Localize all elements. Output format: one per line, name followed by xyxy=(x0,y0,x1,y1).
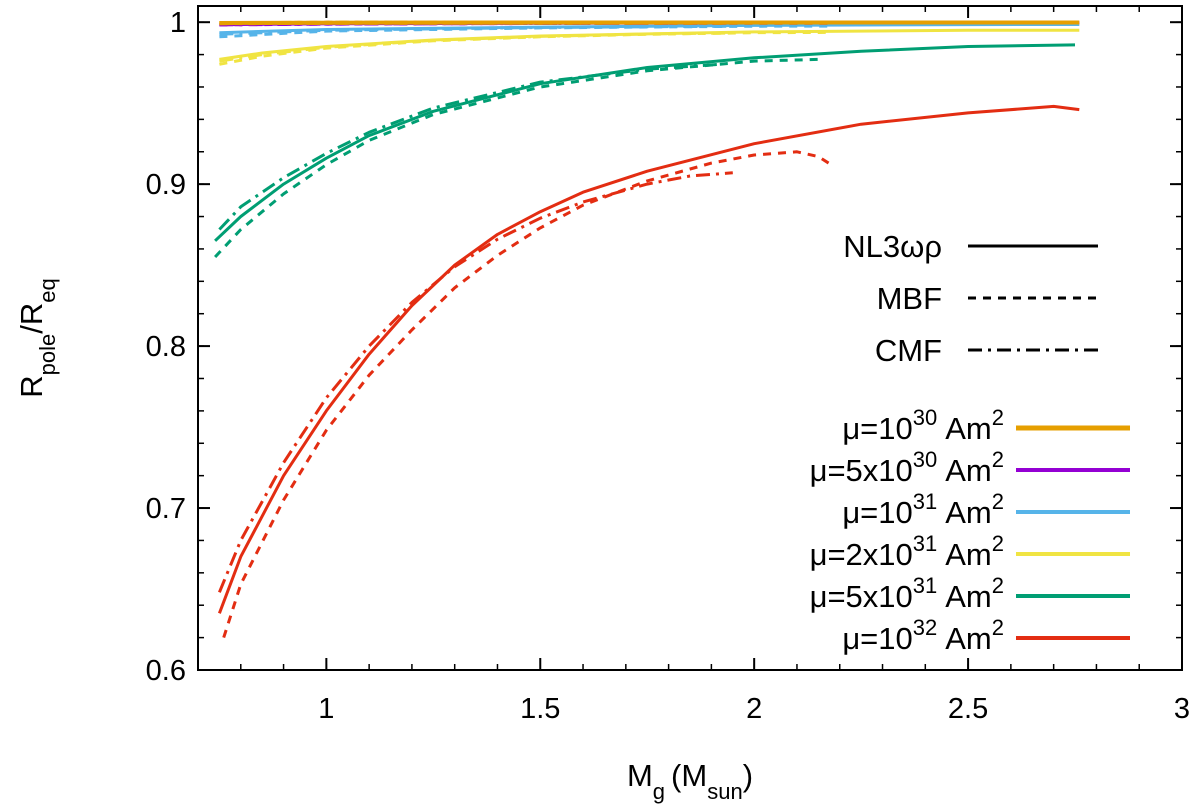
x-tick-label: 1 xyxy=(318,693,334,725)
y-tick-label: 0.7 xyxy=(146,493,186,525)
x-tick-label: 1.5 xyxy=(520,693,560,725)
legend-color-label: μ=1031 Am2 xyxy=(842,489,1004,530)
legend-color-label: μ=5x1030 Am2 xyxy=(810,447,1004,488)
legend-color-label: μ=1032 Am2 xyxy=(842,615,1004,656)
y-tick-label: 0.8 xyxy=(146,331,186,363)
legend-color-label: μ=5x1031 Am2 xyxy=(810,573,1004,614)
series-line-NL3-solid xyxy=(219,28,1080,61)
legend-color-label: μ=1030 Am2 xyxy=(842,405,1004,446)
legend-color-label: μ=2x1031 Am2 xyxy=(810,531,1004,572)
series-line-CMF-dashdot xyxy=(218,62,721,231)
series-line-NL3-solid xyxy=(219,20,1080,25)
series-line-NL3-solid xyxy=(219,23,1080,35)
tick-labels: 1 1.5 2 2.5 3 0.6 0.7 0.8 0.9 1 xyxy=(146,7,1190,725)
legend-style-label: NL3ωρ xyxy=(843,229,942,264)
y-tick-label: 0.6 xyxy=(146,655,186,687)
y-tick-label: 1 xyxy=(170,7,186,39)
linestyle-legend: NL3ωρ MBF CMF xyxy=(843,229,1098,368)
x-tick-label: 2 xyxy=(746,693,762,725)
y-axis-title: Rpole/Req xyxy=(14,278,60,397)
x-tick-label: 2.5 xyxy=(948,693,988,725)
series-line-NL3-solid xyxy=(214,43,1076,242)
x-axis-title: Mg (Msun) xyxy=(627,758,753,804)
series-line-MBF-dashed xyxy=(214,57,819,259)
legend-style-label: CMF xyxy=(875,333,942,368)
series-lines xyxy=(214,20,1080,639)
series-line-NL3-solid xyxy=(217,104,1080,614)
legend-style-label: MBF xyxy=(877,281,942,316)
y-tick-label: 0.9 xyxy=(146,169,186,201)
plot-frame xyxy=(197,5,1183,671)
x-tick-label: 3 xyxy=(1174,693,1190,725)
